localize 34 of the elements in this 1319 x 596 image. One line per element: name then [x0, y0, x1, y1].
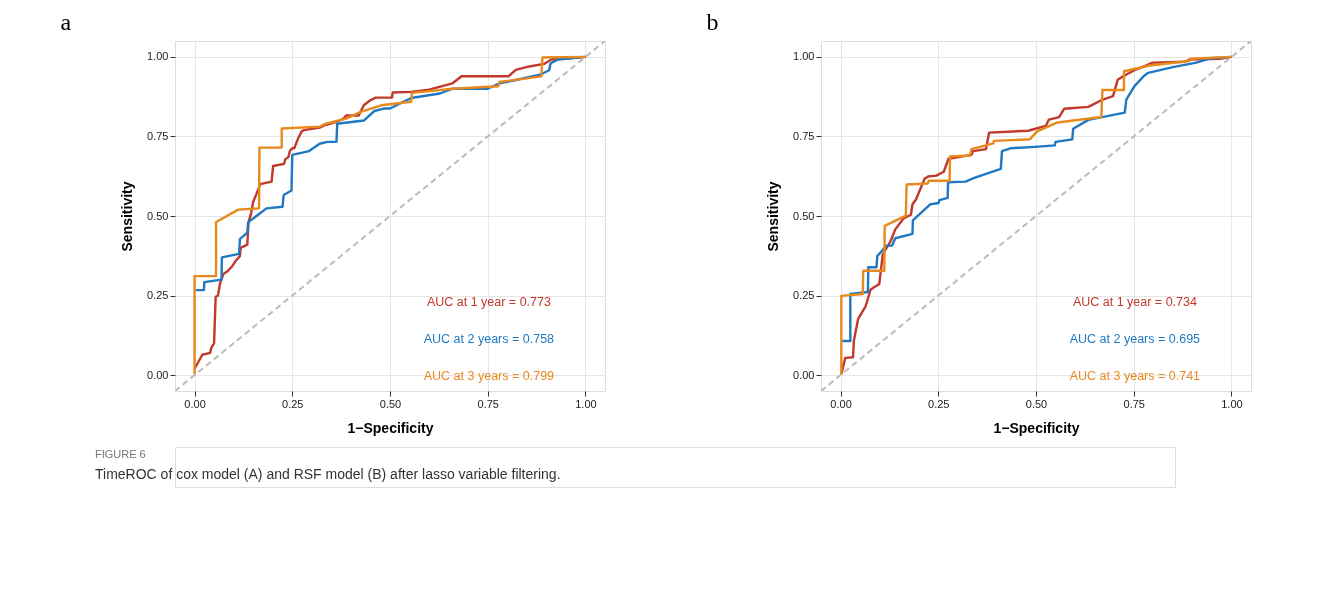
annotation: AUC at 2 years = 0.695	[1069, 331, 1201, 346]
x-axis-title: 1−Specificity	[993, 419, 1080, 436]
y-tick-label: 0.75	[147, 129, 169, 142]
annotation: AUC at 3 years = 0.741	[1069, 368, 1201, 383]
x-tick-label: 0.25	[282, 397, 304, 410]
y-tick-label: 0.00	[147, 368, 169, 381]
annotation: AUC at 1 year = 0.734	[1072, 294, 1197, 309]
annotation: AUC at 2 years = 0.758	[423, 331, 555, 346]
x-tick-label: 0.50	[379, 397, 402, 410]
y-tick-label: 0.25	[147, 289, 169, 302]
text: TimeROC of cox model (A) and RSF model (B) after lasso variable filtering.	[95, 466, 561, 482]
x-tick-label: 0.00	[184, 397, 206, 410]
x-tick-label: 0.00	[830, 397, 852, 410]
x-tick-label: 1.00	[1221, 397, 1243, 410]
chart-title: a	[60, 9, 72, 35]
x-tick-label: 0.75	[477, 397, 499, 410]
y-tick-label: 0.75	[793, 129, 815, 142]
x-tick-label: 1.00	[575, 397, 597, 410]
annotation: AUC at 1 year = 0.773	[426, 294, 551, 309]
chart-title: b	[706, 9, 719, 35]
y-tick-label: 0.00	[793, 368, 815, 381]
y-tick-label: 0.50	[793, 209, 815, 222]
x-tick-label: 0.25	[928, 397, 950, 410]
x-tick-label: 0.50	[1025, 397, 1048, 410]
x-axis-title: 1−Specificity	[347, 419, 434, 436]
y-axis-title: Sensitivity	[765, 181, 782, 252]
x-tick-label: 0.75	[1123, 397, 1145, 410]
y-tick-label: 1.00	[793, 50, 815, 63]
y-tick-label: 0.50	[147, 209, 169, 222]
y-tick-label: 0.25	[793, 289, 815, 302]
y-tick-label: 1.00	[147, 50, 169, 63]
annotation: AUC at 3 years = 0.799	[423, 368, 555, 383]
y-axis-title: Sensitivity	[119, 181, 136, 252]
caption: FIGURE 6	[95, 448, 146, 460]
